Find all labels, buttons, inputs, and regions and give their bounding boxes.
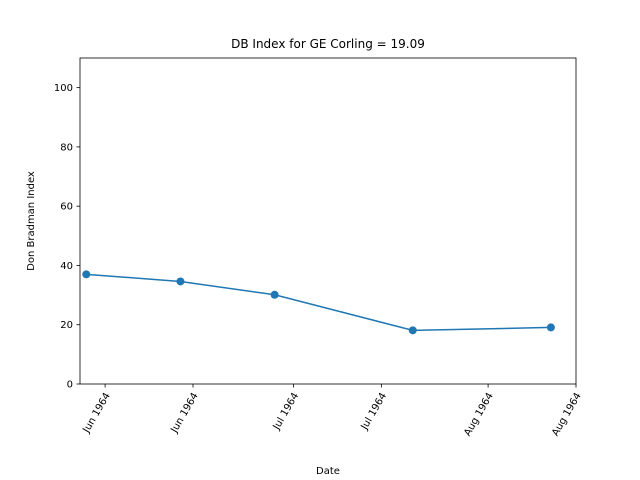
data-point [546,323,555,332]
y-tick-label: 100 [54,83,73,94]
y-tick-label: 0 [67,380,73,391]
y-axis-ticks: 0 20 40 60 80 100 [54,83,80,391]
data-point [82,270,91,279]
y-tick-label: 80 [60,142,73,153]
plot-area-frame [79,57,577,385]
x-axis-label: Date [316,466,340,477]
y-tick-label: 60 [60,202,73,213]
y-tick-label: 40 [60,261,73,272]
y-axis-label: Don Bradman Index [26,171,37,271]
data-point [408,326,417,335]
series-layer [82,270,555,335]
data-point [270,290,279,299]
chart-title: DB Index for GE Corling = 19.09 [231,37,425,51]
y-tick-label: 20 [60,320,73,331]
data-point [176,277,185,286]
